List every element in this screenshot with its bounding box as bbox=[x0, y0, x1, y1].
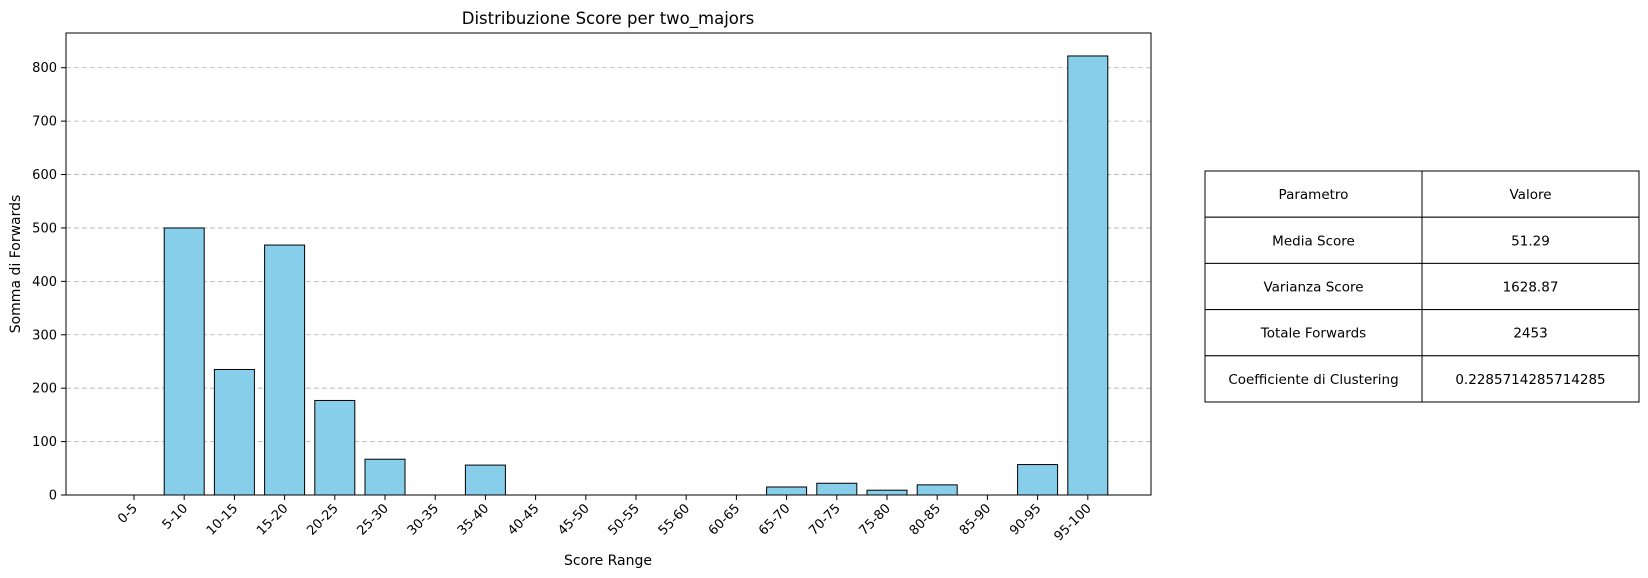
x-tick-label: 0-5 bbox=[115, 501, 141, 527]
table-header-text: Valore bbox=[1509, 187, 1551, 203]
y-tick-label: 400 bbox=[32, 275, 57, 290]
table-cell bbox=[1204, 262, 1423, 311]
table-cell-text: Media Score bbox=[1272, 233, 1355, 249]
table-cell-text: Totale Forwards bbox=[1260, 326, 1366, 342]
bar-95-100 bbox=[1067, 55, 1109, 496]
x-tick-label: 75-80 bbox=[857, 501, 894, 538]
y-tick-label: 700 bbox=[32, 115, 57, 130]
bar-20-25 bbox=[314, 399, 356, 496]
bar-15-20 bbox=[264, 244, 306, 496]
bar-75-80 bbox=[866, 489, 908, 496]
stats-table: Parametro Valore Media Score 51.29 Varianza … bbox=[1204, 170, 1640, 403]
x-tick-label: 80-85 bbox=[907, 501, 944, 538]
y-tick-label: 500 bbox=[32, 221, 57, 236]
bar-90-95 bbox=[1017, 464, 1059, 496]
x-tick-label: 30-35 bbox=[405, 501, 442, 538]
bar-35-40 bbox=[464, 464, 506, 496]
chart-title: Distribuzione Score per two_majors bbox=[462, 9, 755, 29]
table-cell bbox=[1421, 355, 1640, 403]
table-cell-text: Varianza Score bbox=[1263, 280, 1363, 296]
x-tick-label: 10-15 bbox=[204, 501, 241, 538]
x-tick-label: 85-90 bbox=[957, 501, 994, 538]
x-tick-label: 45-50 bbox=[555, 501, 592, 538]
x-tick-label: 90-95 bbox=[1007, 501, 1044, 538]
y-tick-label: 300 bbox=[32, 328, 57, 343]
plot-frame bbox=[65, 32, 1152, 496]
bar-65-70 bbox=[766, 486, 808, 496]
x-tick-label: 65-70 bbox=[756, 501, 793, 538]
table-header-text: Parametro bbox=[1279, 187, 1349, 203]
x-axis-label: Score Range bbox=[564, 553, 652, 569]
x-tick-label: 20-25 bbox=[304, 501, 341, 538]
y-tick-label: 0 bbox=[49, 489, 57, 504]
table-cell bbox=[1204, 216, 1423, 264]
y-tick-label: 800 bbox=[32, 61, 57, 76]
bar-10-15 bbox=[213, 368, 255, 496]
table-cell bbox=[1204, 355, 1423, 403]
bar-80-85 bbox=[916, 484, 958, 496]
table-cell bbox=[1204, 309, 1423, 357]
table-cell bbox=[1421, 216, 1640, 264]
table-header-cell bbox=[1204, 170, 1423, 218]
bar-5-10 bbox=[163, 227, 205, 496]
x-axis-ticks: 0-5 5-10 10-15 15-20 20-25 25-30 30-35 35-40 40-… bbox=[115, 495, 1095, 544]
y-tick-label: 600 bbox=[32, 168, 57, 183]
table-cell bbox=[1421, 262, 1640, 311]
x-tick-label: 60-65 bbox=[706, 501, 743, 538]
table-cell-text: 2453 bbox=[1513, 326, 1547, 342]
table-cell-text: 1628.87 bbox=[1503, 280, 1559, 296]
table-cell-text: Coefficiente di Clustering bbox=[1228, 372, 1398, 388]
y-axis-label: Somma di Forwards bbox=[8, 195, 24, 334]
x-tick-label: 50-55 bbox=[606, 501, 643, 538]
bar-25-30 bbox=[364, 458, 406, 496]
y-tick-label: 200 bbox=[32, 382, 57, 397]
x-tick-label: 40-45 bbox=[505, 501, 542, 538]
x-tick-label: 5-10 bbox=[160, 501, 191, 532]
x-tick-label: 25-30 bbox=[355, 501, 392, 538]
x-tick-label: 55-60 bbox=[656, 501, 693, 538]
x-tick-label: 15-20 bbox=[254, 501, 291, 538]
x-tick-label: 35-40 bbox=[455, 501, 492, 538]
y-tick-label: 100 bbox=[32, 435, 57, 450]
bars bbox=[163, 55, 1109, 496]
table-cell-text: 51.29 bbox=[1511, 233, 1550, 249]
table-header-cell bbox=[1421, 170, 1640, 218]
x-tick-label: 95-100 bbox=[1051, 501, 1094, 544]
y-axis-ticks: 0 100 200 300 400 500 600 700 800 bbox=[32, 61, 66, 504]
bar-70-75 bbox=[816, 482, 858, 496]
table-cell-text: 0.2285714285714285 bbox=[1455, 372, 1605, 388]
x-tick-label: 70-75 bbox=[806, 501, 843, 538]
